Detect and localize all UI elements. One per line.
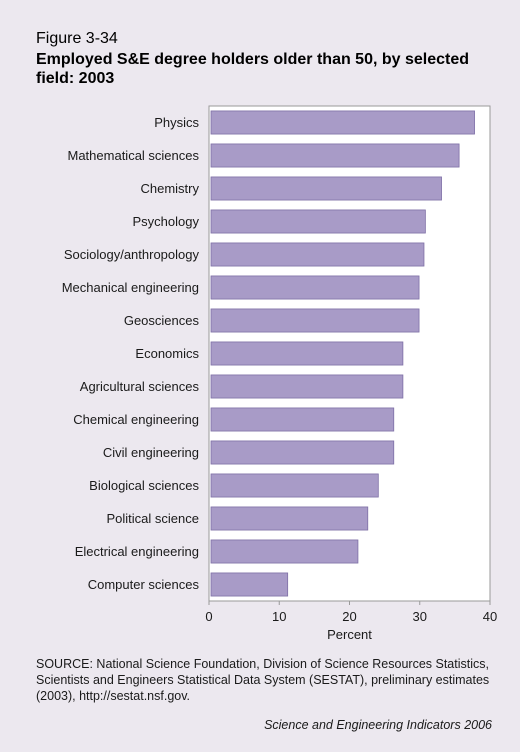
bar-electrical-engineering — [210, 539, 359, 564]
category-label-chemical-engineering: Chemical engineering — [73, 412, 199, 427]
x-tick-label-10: 10 — [272, 609, 286, 624]
category-label-physics: Physics — [154, 115, 199, 130]
figure-title: Employed S&E degree holders older than 5… — [36, 51, 470, 87]
bar-geosciences — [210, 308, 420, 333]
bar-psychology — [210, 209, 426, 234]
bar-economics — [210, 341, 404, 366]
bar-chemistry — [210, 176, 442, 201]
bar-mathematical-sciences — [210, 143, 460, 168]
x-tick-label-0: 0 — [205, 609, 212, 624]
bar-political-science — [210, 506, 369, 531]
category-label-agricultural-sciences: Agricultural sciences — [80, 379, 200, 394]
category-label-sociology-anthropology: Sociology/anthropology — [64, 247, 200, 262]
bar-chemical-engineering — [210, 407, 395, 432]
figure-number: Figure 3-34 — [36, 30, 118, 47]
bar-sociology-anthropology — [210, 242, 425, 267]
x-tick-label-20: 20 — [342, 609, 356, 624]
x-axis-title: Percent — [327, 627, 372, 642]
source-note: SOURCE: National Science Foundation, Div… — [36, 657, 490, 703]
category-label-electrical-engineering: Electrical engineering — [75, 544, 199, 559]
category-label-psychology: Psychology — [133, 214, 200, 229]
category-label-political-science: Political science — [107, 511, 200, 526]
category-label-economics: Economics — [135, 346, 199, 361]
category-label-biological-sciences: Biological sciences — [89, 478, 199, 493]
category-label-mechanical-engineering: Mechanical engineering — [62, 280, 199, 295]
x-tick-label-30: 30 — [413, 609, 427, 624]
category-label-mathematical-sciences: Mathematical sciences — [68, 148, 200, 163]
bar-mechanical-engineering — [210, 275, 420, 300]
category-label-computer-sciences: Computer sciences — [88, 577, 200, 592]
credit-line: Science and Engineering Indicators 2006 — [264, 718, 492, 732]
bar-physics — [210, 110, 475, 135]
bar-biological-sciences — [210, 473, 379, 498]
category-label-chemistry: Chemistry — [140, 181, 199, 196]
bar-civil-engineering — [210, 440, 395, 465]
bar-computer-sciences — [210, 572, 289, 597]
x-tick-label-40: 40 — [483, 609, 497, 624]
bar-agricultural-sciences — [210, 374, 404, 399]
category-label-geosciences: Geosciences — [124, 313, 200, 328]
category-label-civil-engineering: Civil engineering — [103, 445, 199, 460]
